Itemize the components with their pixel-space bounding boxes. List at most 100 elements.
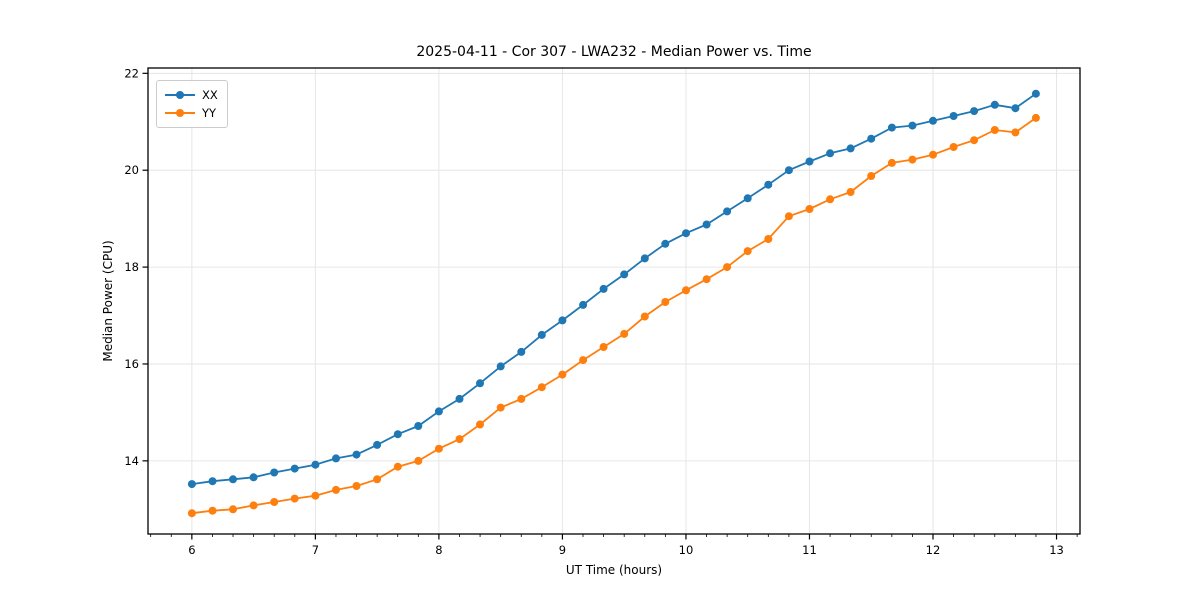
x-tick-label: 11: [802, 543, 817, 557]
x-tick-label: 8: [435, 543, 442, 557]
data-point-yy: [784, 212, 793, 221]
data-point-yy: [332, 485, 340, 494]
data-point-xx: [332, 454, 340, 463]
data-point-yy: [579, 356, 588, 365]
data-point-xx: [970, 107, 979, 116]
data-point-xx: [805, 157, 814, 166]
data-point-yy: [455, 435, 464, 444]
data-point-yy: [249, 501, 258, 510]
legend-marker-icon: [176, 91, 184, 99]
data-point-yy: [187, 509, 196, 518]
data-point-xx: [887, 123, 896, 132]
data-point-yy: [949, 143, 958, 151]
data-point-xx: [826, 149, 835, 158]
data-point-yy: [599, 343, 608, 351]
data-point-yy: [826, 195, 835, 204]
data-point-yy: [1031, 113, 1040, 122]
data-point-xx: [599, 284, 608, 293]
data-point-xx: [249, 473, 258, 482]
x-tick-label: 9: [559, 543, 566, 557]
data-point-yy: [208, 506, 217, 515]
x-tick-label: 6: [188, 543, 195, 557]
data-point-xx: [496, 362, 505, 371]
legend: XX YY: [156, 80, 228, 128]
data-point-yy: [496, 403, 505, 412]
data-point-yy: [537, 383, 546, 392]
data-point-xx: [682, 229, 690, 238]
data-point-xx: [187, 480, 196, 489]
series-line-xx: [191, 92, 1037, 485]
data-point-yy: [434, 444, 443, 453]
data-point-yy: [702, 275, 711, 284]
legend-label-xx: XX: [202, 88, 218, 102]
data-point-xx: [990, 100, 999, 109]
data-point-yy: [764, 235, 773, 243]
data-point-yy: [908, 155, 917, 164]
data-point-xx: [784, 166, 793, 175]
data-point-xx: [537, 330, 546, 339]
data-point-xx: [908, 121, 917, 130]
data-point-xx: [414, 422, 423, 430]
data-point-yy: [805, 205, 814, 213]
data-point-yy: [661, 298, 670, 306]
data-point-xx: [352, 450, 361, 459]
data-point-yy: [352, 482, 361, 490]
data-point-yy: [990, 126, 999, 134]
data-point-yy: [620, 329, 629, 338]
data-point-xx: [579, 300, 588, 309]
data-point-xx: [270, 468, 279, 477]
chart-title: 2025-04-11 - Cor 307 - LWA232 - Median P…: [416, 44, 812, 60]
data-point-xx: [929, 116, 937, 125]
data-point-yy: [517, 394, 526, 403]
data-point-yy: [270, 498, 279, 506]
data-point-yy: [290, 494, 299, 503]
data-point-yy: [476, 420, 484, 429]
legend-swatch-xx: [165, 86, 195, 104]
data-point-yy: [743, 247, 752, 256]
x-tick-label: 12: [926, 543, 941, 557]
data-point-xx: [208, 477, 217, 486]
y-tick-label: 18: [124, 260, 139, 274]
axes-spines: [147, 67, 1081, 535]
data-point-xx: [311, 460, 320, 469]
x-tick-label: 13: [1049, 543, 1064, 557]
y-tick-label: 22: [124, 66, 139, 80]
data-point-yy: [929, 150, 937, 159]
x-tick-label: 10: [679, 543, 694, 557]
legend-item-yy: YY: [165, 104, 218, 122]
data-point-xx: [290, 464, 299, 473]
data-point-xx: [434, 407, 443, 416]
data-point-xx: [764, 180, 773, 189]
data-point-yy: [723, 263, 732, 272]
x-axis-label: UT Time (hours): [565, 563, 663, 577]
data-point-yy: [373, 475, 382, 484]
data-point-yy: [682, 286, 690, 295]
data-point-yy: [846, 188, 855, 196]
data-point-yy: [414, 456, 423, 465]
data-point-yy: [311, 491, 320, 500]
series-line-yy: [191, 117, 1037, 515]
data-point-yy: [970, 136, 979, 145]
data-point-xx: [743, 194, 752, 203]
data-point-yy: [887, 158, 896, 167]
data-point-xx: [476, 379, 484, 388]
y-tick-label: 16: [124, 357, 139, 371]
y-tick-label: 20: [124, 163, 139, 177]
data-point-yy: [229, 505, 237, 514]
data-point-xx: [1011, 104, 1020, 113]
data-point-yy: [558, 370, 567, 379]
data-point-xx: [229, 475, 237, 484]
data-point-yy: [640, 312, 649, 321]
data-point-xx: [1031, 89, 1040, 98]
data-point-xx: [620, 270, 629, 279]
data-point-xx: [393, 430, 402, 439]
data-point-yy: [867, 172, 876, 180]
data-point-xx: [455, 394, 464, 403]
legend-item-xx: XX: [165, 86, 218, 104]
legend-swatch-yy: [165, 104, 195, 122]
data-point-yy: [1011, 128, 1020, 137]
x-tick-label: 7: [312, 543, 319, 557]
data-point-xx: [661, 239, 670, 248]
